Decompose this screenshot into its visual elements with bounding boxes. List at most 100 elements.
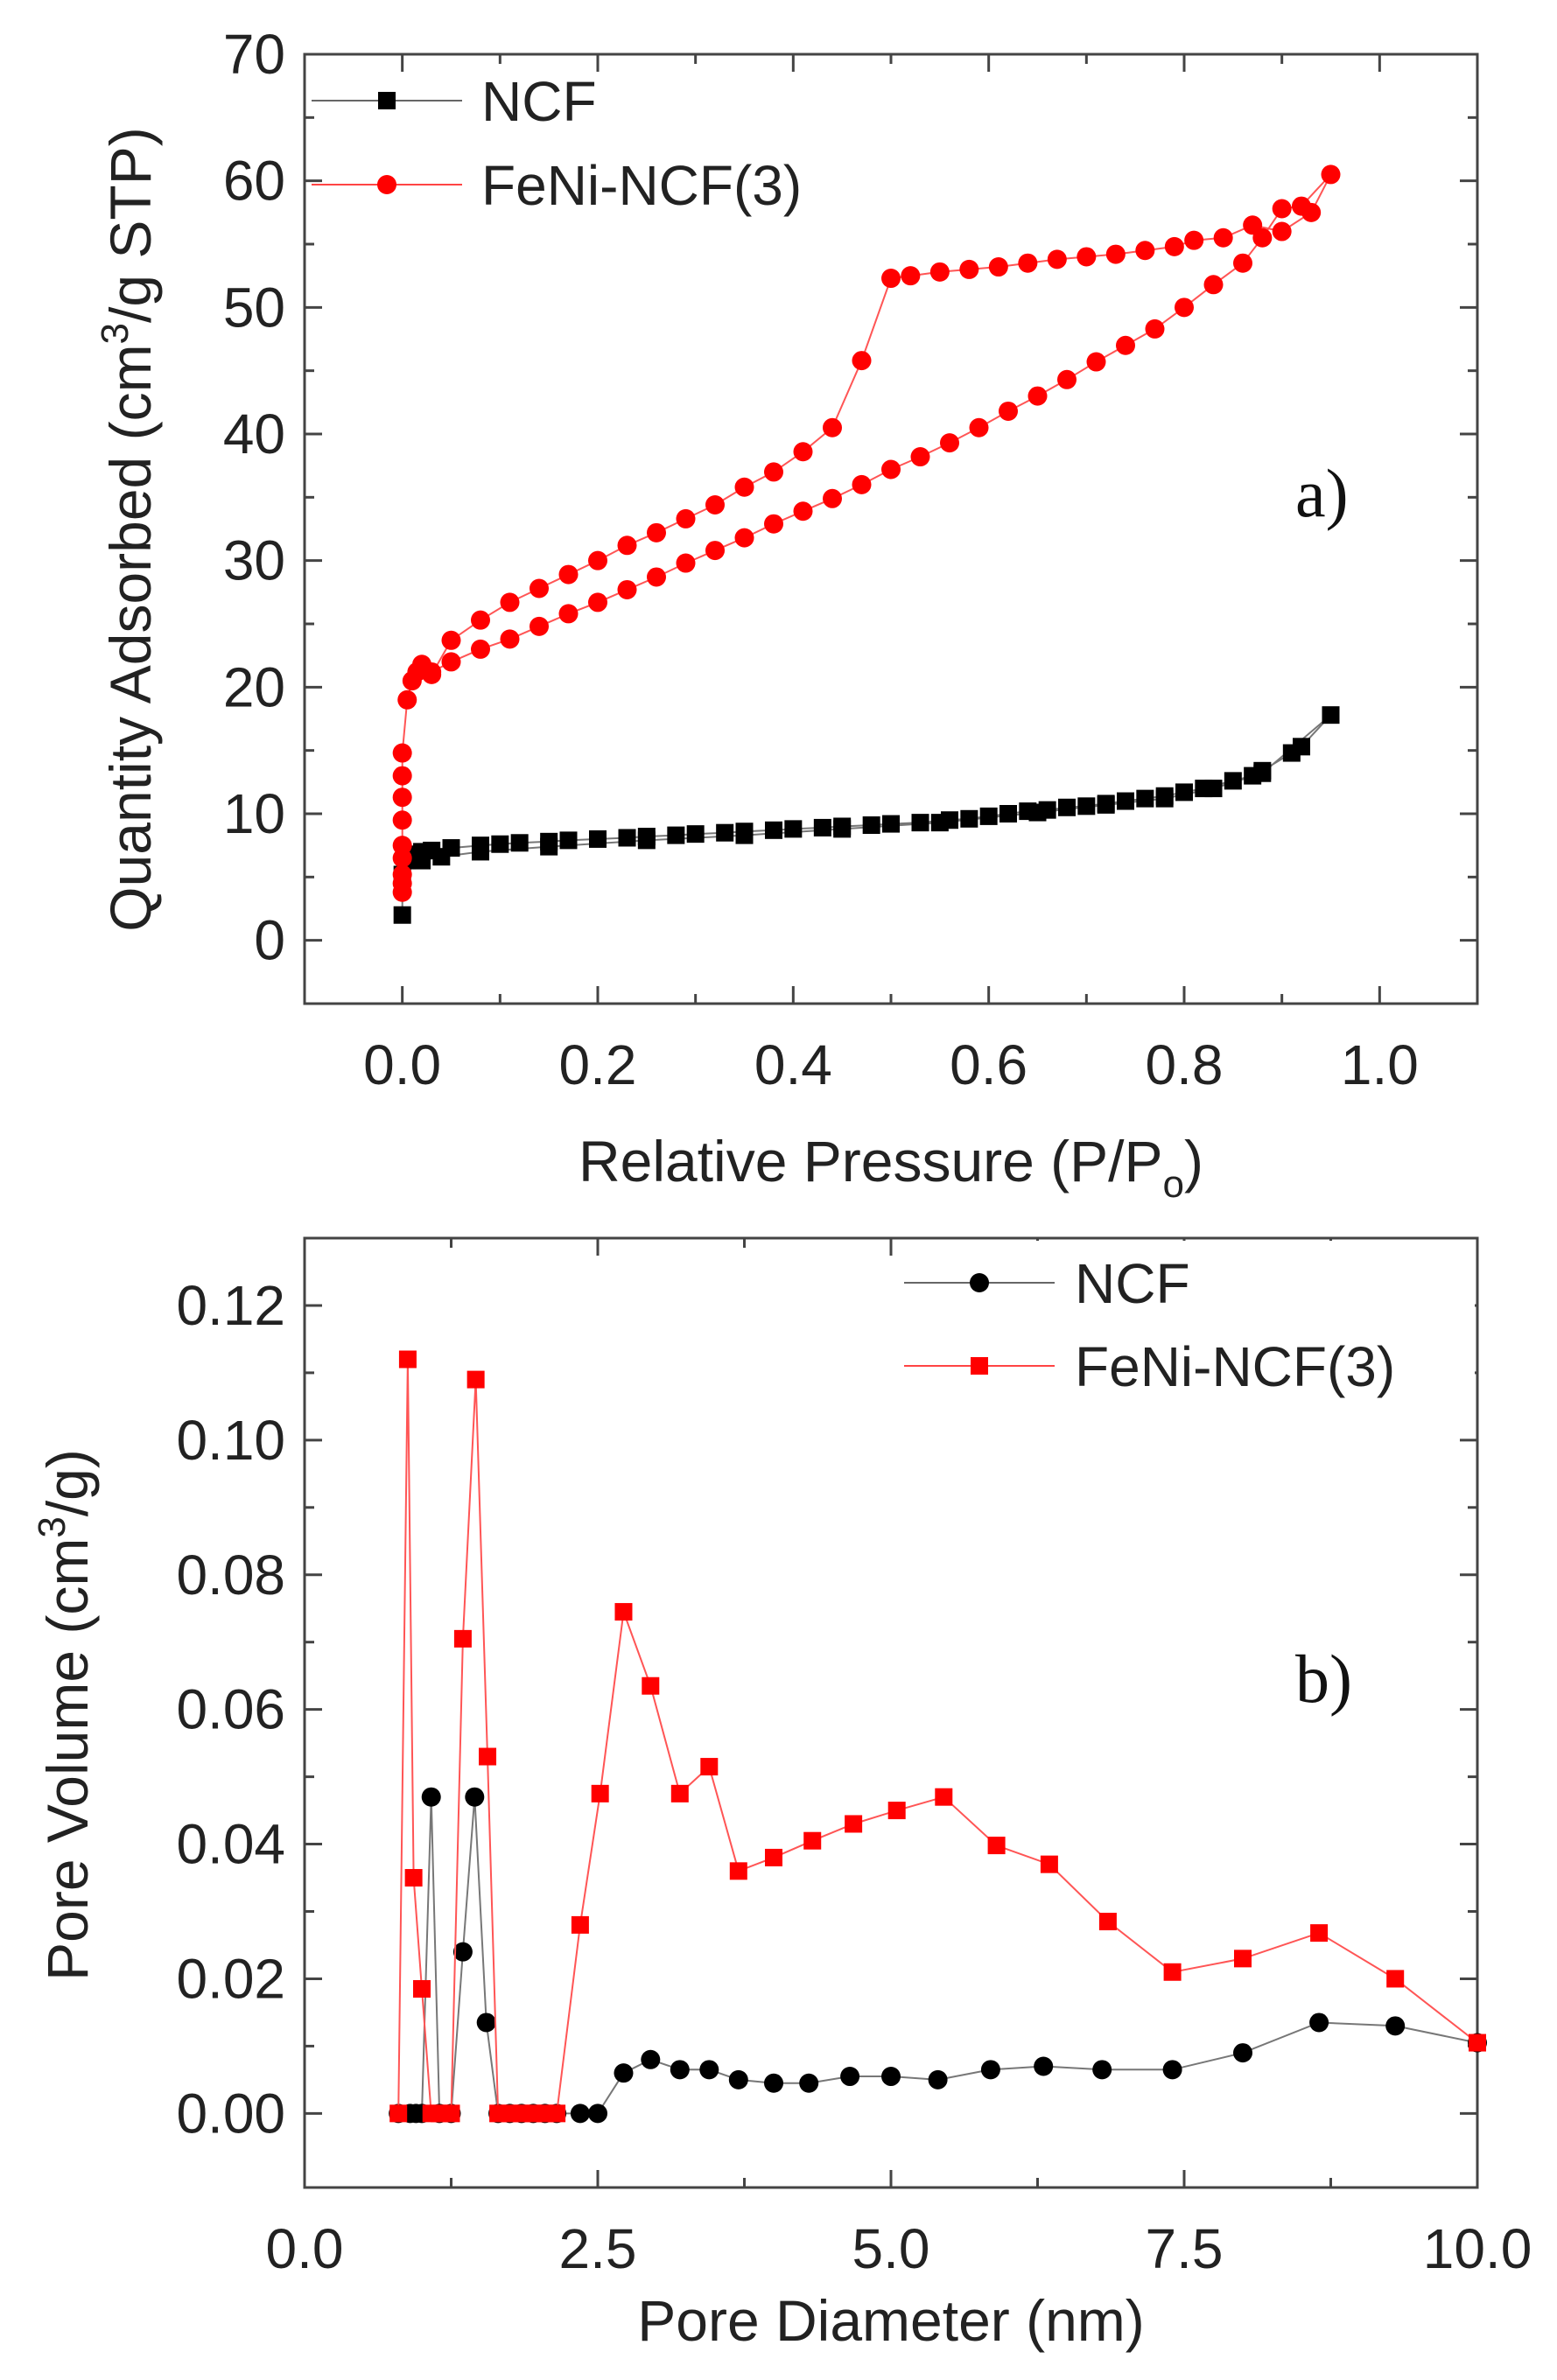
panel-a-x-tick-labels: 0.0 0.2 0.4 0.6 0.8 1.0	[363, 1033, 1419, 1096]
a-feni-ncf3-point	[392, 864, 412, 885]
b-feni-ncf3-point	[729, 1862, 747, 1880]
panel-b-series-ncf	[389, 1787, 1487, 2124]
a-feni-ncf3-point	[1203, 275, 1224, 295]
b-ncf-point	[699, 2060, 719, 2080]
a-feni-ncf3-point	[422, 664, 442, 684]
a-feni-ncf3-point	[558, 564, 579, 584]
a-ncf-point	[637, 831, 656, 850]
b-ncf-point	[588, 2104, 607, 2124]
b-x-tick-label: 0.0	[266, 2217, 344, 2280]
a-y-tick-label: 40	[223, 402, 285, 466]
b-ncf-point	[465, 1787, 485, 1807]
a-y-tick-label: 50	[223, 276, 285, 339]
panel-a: 0.0 0.2 0.4 0.6 0.8 1.0 0 10 20 30 40 50 60 70 NCF F…	[94, 23, 1479, 1206]
b-y-tick-label: 0.08	[176, 1544, 285, 1606]
b-y-tick-label: 0.06	[176, 1678, 285, 1741]
a-feni-ncf3-point	[441, 630, 461, 650]
b-feni-ncf3-point	[1163, 1963, 1182, 1981]
a-feni-ncf3-point	[705, 495, 725, 515]
a-ncf-point	[540, 837, 558, 856]
a-feni-ncf3-point	[959, 259, 979, 279]
a-feni-ncf3-point	[588, 592, 607, 612]
a-ncf-point	[1253, 764, 1272, 782]
b-ncf-point	[1233, 2043, 1252, 2063]
a-ncf-point	[1097, 795, 1115, 814]
a-feni-ncf3-point	[999, 401, 1018, 421]
a-feni-ncf3-point	[823, 417, 842, 438]
a-feni-ncf3-point	[676, 553, 696, 573]
a-x-tick-label: 0.0	[363, 1033, 441, 1096]
a-ncf-point	[833, 820, 852, 838]
a-ncf-point	[999, 805, 1017, 822]
a-y-tick-label: 60	[223, 150, 285, 213]
a-feni-ncf3-point	[617, 579, 637, 599]
b-ncf-point	[641, 2049, 661, 2069]
b-ncf-point	[476, 2012, 496, 2033]
panel-a-series-ncf	[393, 706, 1340, 924]
b-x-tick-label: 5.0	[852, 2217, 930, 2280]
a-feni-ncf3-point	[901, 266, 921, 286]
b-feni-ncf3-point	[887, 1802, 906, 1820]
a-feni-ncf3-point	[441, 652, 461, 672]
a-feni-ncf3-point	[647, 567, 666, 587]
a-ncf-point	[882, 815, 900, 833]
a-ncf-point	[1058, 798, 1076, 816]
a-feni-ncf3-point	[471, 610, 490, 630]
a-feni-ncf3-point	[392, 766, 412, 786]
a-feni-ncf3-point	[500, 629, 520, 649]
a-ncf-point	[667, 826, 685, 844]
panel-a-y-axis-label: Quantity Adsorbed (cm3/g STP)	[94, 127, 163, 932]
b-feni-ncf3-point	[670, 1784, 689, 1802]
a-feni-ncf3-point	[530, 616, 549, 636]
a-feni-ncf3-point	[929, 262, 950, 282]
panel-a-y-axis-label-end: /g STP)	[98, 127, 163, 323]
a-feni-ncf3-point	[910, 447, 930, 467]
a-feni-ncf3-point	[1233, 253, 1252, 273]
legend-a-feni-label: FeNi-NCF(3)	[481, 154, 802, 217]
a-y-tick-label: 70	[223, 23, 285, 86]
a-feni-ncf3-point	[1105, 244, 1126, 264]
a-feni-ncf3-point	[1116, 335, 1135, 355]
a-feni-ncf3-point	[392, 743, 412, 763]
a-feni-ncf3-point	[1077, 247, 1097, 267]
a-feni-ncf3-point	[734, 477, 754, 497]
b-ncf-point	[799, 2073, 819, 2093]
b-x-tick-label: 2.5	[559, 2217, 637, 2280]
a-x-tick-label: 0.4	[754, 1033, 832, 1096]
b-feni-ncf3-point	[389, 2104, 408, 2123]
panel-a-x-axis-label-main: Relative Pressure (P/P	[579, 1129, 1163, 1194]
legend-a-ncf-label: NCF	[481, 70, 597, 133]
b-y-tick-label: 0.10	[176, 1409, 285, 1472]
a-feni-ncf3-point	[392, 810, 412, 830]
panel-b-series-feni-ncf3	[389, 1350, 1486, 2123]
a-x-tick-label: 0.6	[950, 1033, 1027, 1096]
a-ncf-point	[413, 851, 431, 870]
b-feni-ncf3-point	[453, 1629, 472, 1648]
a-ncf-point	[1136, 789, 1154, 808]
a-ncf-point	[1155, 789, 1174, 808]
a-feni-ncf3-point	[1047, 249, 1067, 270]
a-ncf-point	[1077, 797, 1096, 816]
b-feni-ncf3-point	[845, 1815, 863, 1833]
panel-b-label: b)	[1295, 1641, 1352, 1717]
b-feni-ncf3-point	[404, 1869, 423, 1887]
a-feni-ncf3-point	[793, 442, 813, 462]
panel-a-y-axis-label-main: Quantity Adsorbed (cm	[98, 344, 163, 931]
a-feni-ncf3-point	[647, 522, 666, 542]
panel-b-y-axis-label-main: Pore Volume (cm	[35, 1538, 100, 1981]
a-feni-ncf3-point	[1164, 236, 1184, 256]
legend-a-feni-marker	[377, 175, 396, 194]
b-ncf-point	[570, 2104, 590, 2124]
legend-b-feni-marker	[971, 1357, 988, 1375]
b-x-tick-label: 7.5	[1146, 2217, 1224, 2280]
b-ncf-point	[1309, 2012, 1329, 2033]
a-feni-ncf3-point	[397, 690, 417, 710]
a-feni-ncf3-point	[676, 508, 696, 528]
b-feni-ncf3-point	[548, 2104, 566, 2123]
b-ncf-point	[421, 1787, 441, 1807]
b-ncf-point	[840, 2067, 860, 2087]
b-ncf-point	[1092, 2060, 1112, 2080]
legend-b-ncf-marker	[970, 1273, 989, 1292]
a-ncf-point	[1293, 738, 1310, 756]
